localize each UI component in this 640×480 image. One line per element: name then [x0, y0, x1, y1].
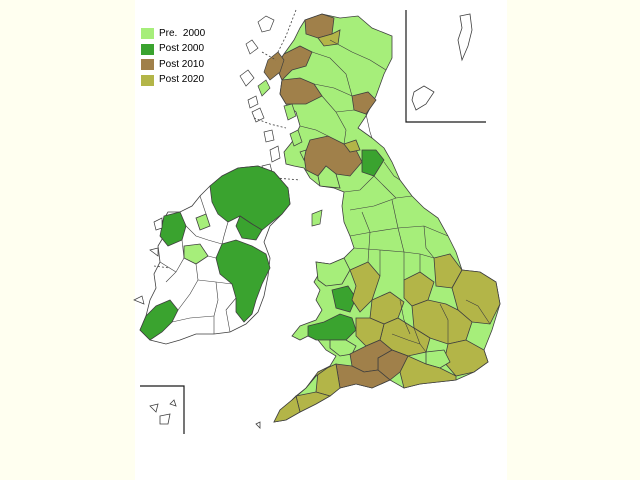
western-isles	[247, 51, 323, 227]
region-devon	[295, 391, 332, 413]
region-ulster-north	[209, 165, 291, 231]
legend-label: Pre. 2000	[159, 27, 206, 39]
region-east-ireland	[215, 239, 271, 323]
legend-swatch	[141, 28, 154, 40]
legend-item-post-2000: Post 2000	[141, 42, 205, 58]
region-cheshire-shropshire	[349, 261, 381, 313]
legend-swatch	[141, 43, 154, 55]
region-sussex	[399, 355, 457, 389]
great-britain	[273, 13, 501, 423]
map-legend: Pre. 2000 Post 2000 Post 2010 Post 2020	[141, 26, 205, 88]
inset-shetland	[405, 10, 486, 123]
region-north-wales	[315, 257, 351, 287]
region-west-ireland-pre	[195, 213, 211, 231]
region-west-highland	[279, 77, 323, 105]
legend-item-pre-2000: Pre. 2000	[141, 26, 205, 42]
region-ayrshire	[317, 165, 341, 189]
legend-label: Post 2000	[159, 43, 205, 55]
legend-item-post-2010: Post 2010	[141, 57, 205, 73]
region-lothian	[343, 139, 361, 153]
region-ulster-south	[235, 215, 263, 241]
region-southwest-inland	[291, 365, 331, 401]
legend-label: Post 2010	[159, 58, 205, 70]
region-mid-wales	[331, 285, 357, 313]
ireland	[139, 165, 291, 345]
region-sutherland-east	[317, 29, 341, 47]
legend-item-post-2020: Post 2020	[141, 73, 205, 89]
legend-swatch	[141, 74, 154, 86]
region-surrey	[425, 349, 451, 369]
region-somerset	[315, 363, 341, 397]
ireland-internal-boundaries	[159, 195, 237, 334]
remote-islands	[239, 15, 281, 175]
gb-internal-boundaries	[299, 39, 491, 353]
region-aberdeenshire	[351, 91, 377, 115]
region-borders	[361, 149, 385, 177]
region-west-wales	[307, 313, 357, 341]
inset-channel-islands	[140, 385, 185, 434]
ireland-islands	[133, 217, 171, 305]
legend-swatch	[141, 59, 154, 71]
region-cornwall	[273, 395, 301, 423]
legend-label: Post 2020	[159, 74, 205, 86]
scilly-isles	[255, 421, 261, 429]
